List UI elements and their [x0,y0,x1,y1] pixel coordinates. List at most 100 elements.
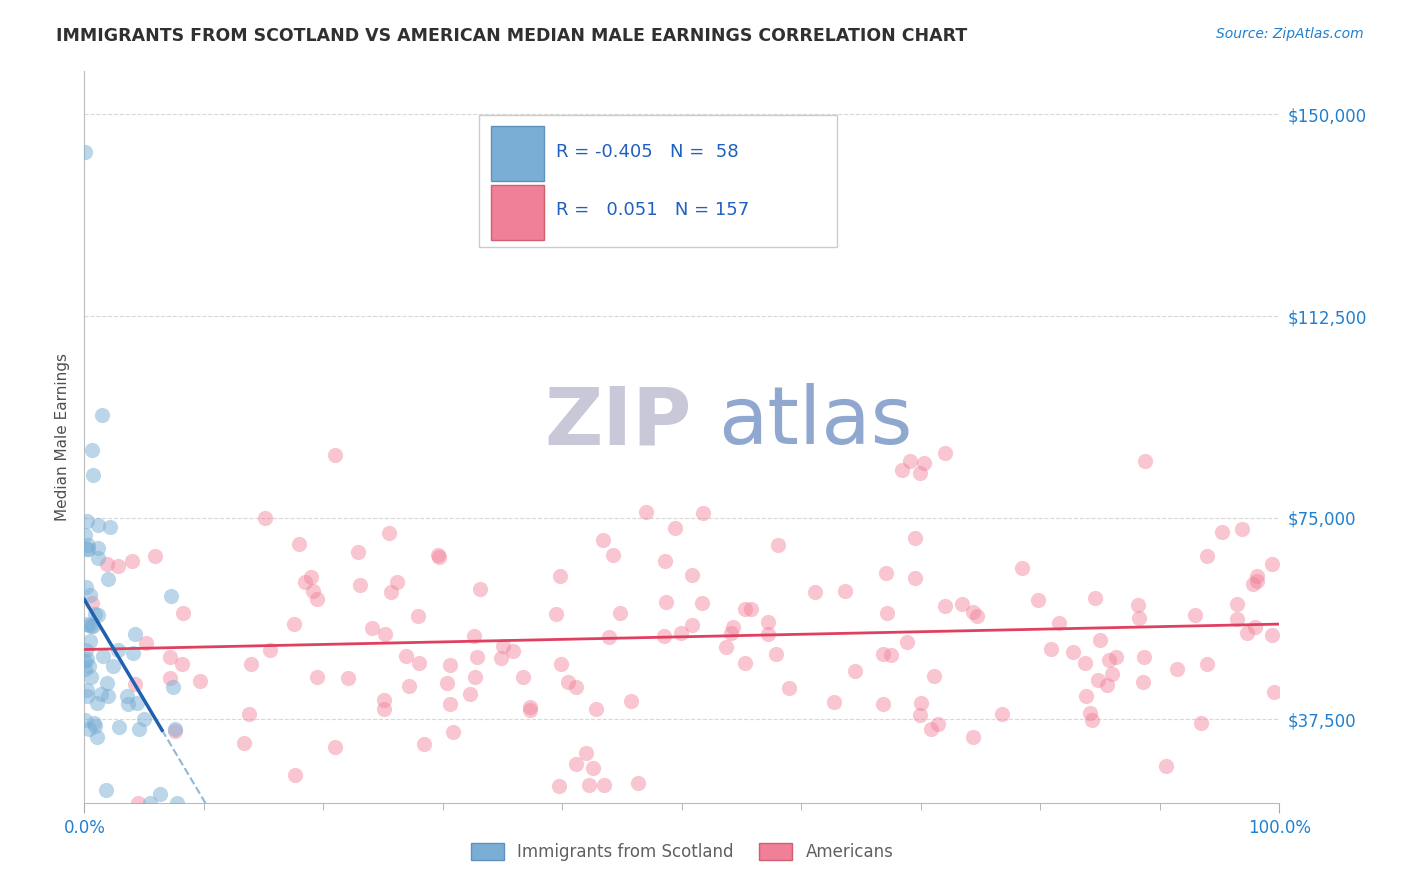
Point [491,650,513,665]
Point [1154,758,1177,772]
Point [1246,574,1268,588]
Point [578,778,600,792]
Point [79,588,101,602]
Point [238,706,260,721]
Point [96,783,118,797]
Point [73,713,96,727]
Point [76,542,98,557]
Point [547,779,569,793]
Point [91,409,114,423]
Point [546,607,568,621]
Point [385,574,408,589]
Point [585,702,607,716]
Point [756,627,779,641]
Point [373,701,395,715]
Point [721,620,744,634]
Point [602,548,624,562]
Point [592,533,614,548]
Point [97,689,120,703]
Point [875,566,897,580]
Point [73,145,96,159]
Point [96,676,118,690]
Point [922,668,945,682]
Point [664,521,686,535]
Point [427,549,450,564]
Point [288,537,311,551]
Point [398,679,420,693]
Point [159,589,181,603]
Point [77,659,100,673]
Point [1076,690,1098,704]
Point [1095,678,1118,692]
Text: ZIP: ZIP [544,384,692,461]
Point [502,644,524,658]
Point [655,594,678,608]
Point [458,687,481,701]
Point [1260,628,1282,642]
Point [90,686,112,700]
FancyBboxPatch shape [491,127,544,181]
Point [1026,592,1049,607]
Point [908,707,931,722]
Point [75,580,97,594]
Point [463,630,485,644]
Point [76,538,98,552]
Point [1226,612,1249,626]
Text: atlas: atlas [718,384,912,461]
Point [107,643,129,657]
Point [349,578,371,592]
Point [1073,656,1095,670]
Legend: Immigrants from Scotland, Americans: Immigrants from Scotland, Americans [464,836,900,868]
Point [75,528,97,542]
Point [166,796,188,810]
Point [163,722,186,736]
Point [1246,569,1268,583]
Point [1047,615,1070,630]
Point [135,635,157,649]
Point [107,559,129,574]
Point [86,696,108,710]
Point [1087,673,1109,687]
Point [239,657,262,671]
Point [337,671,360,685]
Point [654,629,676,643]
Point [962,605,984,619]
Point [756,615,779,629]
Point [908,466,931,480]
Point [75,654,97,668]
Point [627,776,650,790]
Point [83,716,105,731]
Point [1090,632,1112,647]
Point [76,541,98,556]
Point [609,606,631,620]
Point [1230,522,1253,536]
Point [307,591,329,606]
Point [76,617,98,632]
Point [904,531,927,545]
FancyBboxPatch shape [491,185,544,240]
Point [115,689,138,703]
Point [107,720,129,734]
Point [80,670,103,684]
Point [76,652,98,666]
Point [823,695,845,709]
Y-axis label: Median Male Earnings: Median Male Earnings [55,353,70,521]
Point [373,693,395,707]
Point [920,723,942,737]
Point [844,665,866,679]
Point [681,618,703,632]
Point [132,712,155,726]
Point [492,639,515,653]
Point [872,647,894,661]
Point [565,756,588,771]
Point [1197,657,1219,672]
Point [87,518,110,533]
Point [96,558,118,572]
Point [159,649,181,664]
Point [1261,558,1284,572]
Point [1132,675,1154,690]
Point [103,658,125,673]
Point [76,682,98,697]
Point [406,608,429,623]
Point [73,662,96,676]
